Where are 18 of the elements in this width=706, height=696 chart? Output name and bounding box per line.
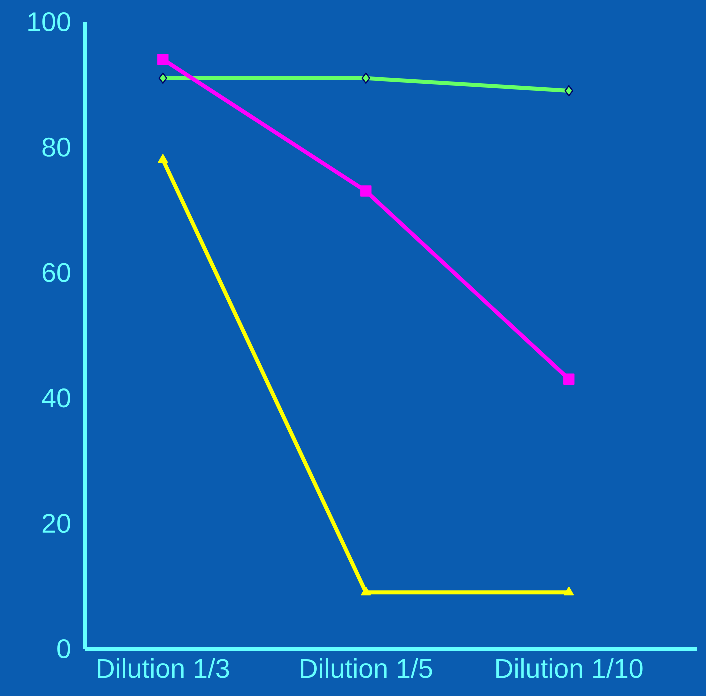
point bbox=[564, 374, 575, 385]
point bbox=[158, 54, 169, 66]
point bbox=[362, 72, 370, 84]
x-tick-label: Dilution 1/3 bbox=[98, 658, 230, 678]
point bbox=[158, 72, 168, 84]
y-tick-label: 80 bbox=[42, 138, 70, 157]
y-tick-label: 40 bbox=[42, 388, 70, 408]
point bbox=[361, 586, 372, 596]
y-tick-label: 20 bbox=[42, 514, 70, 534]
x-tick-label: Dilution 1/5 bbox=[301, 658, 432, 678]
point bbox=[158, 154, 168, 164]
y-tick-label: 100 bbox=[28, 12, 70, 32]
y-tick-label: 0 bbox=[58, 639, 70, 659]
y-tick-label: 60 bbox=[42, 263, 70, 282]
x-tick-label: Dilution 1/10 bbox=[496, 658, 643, 678]
point bbox=[564, 586, 574, 596]
point bbox=[564, 85, 574, 97]
point bbox=[360, 186, 372, 197]
